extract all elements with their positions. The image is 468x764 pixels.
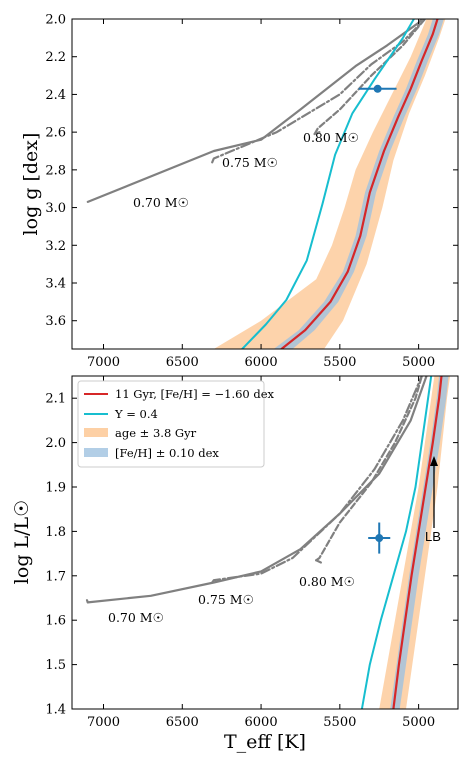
top-line-m070 (86, 19, 423, 203)
top-ytick-label-5: 3.0 (45, 201, 66, 216)
legend-swatch-feh (84, 448, 108, 457)
label-075-top: 0.75 M☉ (222, 155, 278, 170)
top-line-m080b (313, 131, 321, 136)
bot-line-isochrone (392, 376, 443, 709)
bottom-lines (85, 376, 443, 709)
legend-box (77, 380, 265, 468)
top-line-isochrone (280, 19, 439, 349)
top-band-feh (273, 19, 444, 349)
top-xtick-label-4: 5000 (402, 355, 435, 370)
bot-line-m080 (315, 376, 423, 562)
bot-ytick-label-6: 2.0 (45, 436, 66, 451)
top-axes-frame (71, 18, 459, 350)
top-bands (213, 19, 446, 349)
label-080-bottom: 0.80 M☉ (299, 574, 355, 589)
bot-xtick-label-2: 6000 (245, 715, 278, 730)
bottom-axes-frame (71, 375, 459, 710)
lb-arrow-head (430, 456, 438, 466)
top-y-axis-title: log g [dex] (20, 133, 42, 236)
label-080-top: 0.80 M☉ (303, 130, 359, 145)
legend-label-age: age ± 3.8 Gyr (115, 426, 197, 440)
bot-xtick-label-1: 6500 (166, 715, 199, 730)
bot-ytick-label-1: 1.5 (45, 658, 66, 673)
bot-line-m075 (211, 376, 423, 584)
top-line-helium (241, 19, 415, 349)
top-xtick-label-1: 6500 (166, 355, 199, 370)
top-star-marker (373, 84, 382, 93)
bot-line-helium (360, 376, 433, 709)
bot-line-m070-tick (85, 599, 89, 604)
bot-ytick-label-4: 1.8 (45, 525, 66, 540)
bot-xtick-label-4: 5000 (402, 715, 435, 730)
bot-xtick-label-0: 7000 (87, 715, 120, 730)
top-ytick-label-4: 2.8 (45, 163, 66, 178)
top-ytick-label-6: 3.2 (45, 239, 66, 254)
legend-label-isochrone: 11 Gyr, [Fe/H] = −1.60 dex (115, 387, 275, 401)
bot-star-marker (375, 534, 384, 543)
top-ticks: 7000 6500 6000 5500 5000 2.0 2.2 2.4 2.6 2.8 3.0 3.… (45, 13, 458, 370)
panel-logl: 7000 6500 6000 5500 5000 1.4 1.5 1.6 1.7 1.8 1.9 2.… (11, 375, 459, 753)
top-lines (86, 19, 439, 349)
label-070-bottom: 0.70 M☉ (108, 610, 164, 625)
top-ytick-label-2: 2.4 (45, 88, 66, 103)
top-line-m075 (211, 19, 426, 164)
top-ytick-label-7: 3.4 (45, 277, 66, 292)
bottom-ticks: 7000 6500 6000 5500 5000 1.4 1.5 1.6 1.7 1.8 1.9 2.… (45, 376, 458, 730)
lb-label: LB (425, 529, 441, 544)
top-xtick-label-3: 5500 (323, 355, 356, 370)
legend: 11 Gyr, [Fe/H] = −1.60 dex Y = 0.4 age ±… (77, 380, 275, 468)
bot-ytick-label-5: 1.9 (45, 481, 66, 496)
x-axis-title: T_eff [K] (224, 731, 306, 753)
top-ytick-label-8: 3.6 (45, 314, 66, 329)
bot-line-m080b (315, 559, 322, 564)
top-xtick-label-0: 7000 (87, 355, 120, 370)
panel-loggs: 7000 6500 6000 5500 5000 2.0 2.2 2.4 2.6 2.8 3.0 3.… (20, 13, 459, 370)
top-ytick-label-3: 2.6 (45, 126, 66, 141)
bot-ytick-label-2: 1.6 (45, 614, 66, 629)
label-075-bottom: 0.75 M☉ (198, 592, 254, 607)
legend-label-helium: Y = 0.4 (114, 407, 158, 421)
legend-label-feh: [Fe/H] ± 0.10 dex (115, 446, 219, 460)
bot-ytick-label-0: 1.4 (45, 703, 66, 718)
bot-ytick-label-3: 1.7 (45, 569, 66, 584)
top-ytick-label-0: 2.0 (45, 13, 66, 28)
top-ytick-label-1: 2.2 (45, 50, 66, 65)
bot-xtick-label-3: 5500 (323, 715, 356, 730)
legend-swatch-age (84, 428, 108, 437)
top-line-m080 (313, 19, 426, 136)
bot-ytick-label-7: 2.1 (45, 392, 66, 407)
top-xtick-label-2: 6000 (245, 355, 278, 370)
label-070-top: 0.70 M☉ (133, 195, 189, 210)
bottom-y-axis-title: log L/L☉ (11, 500, 33, 584)
